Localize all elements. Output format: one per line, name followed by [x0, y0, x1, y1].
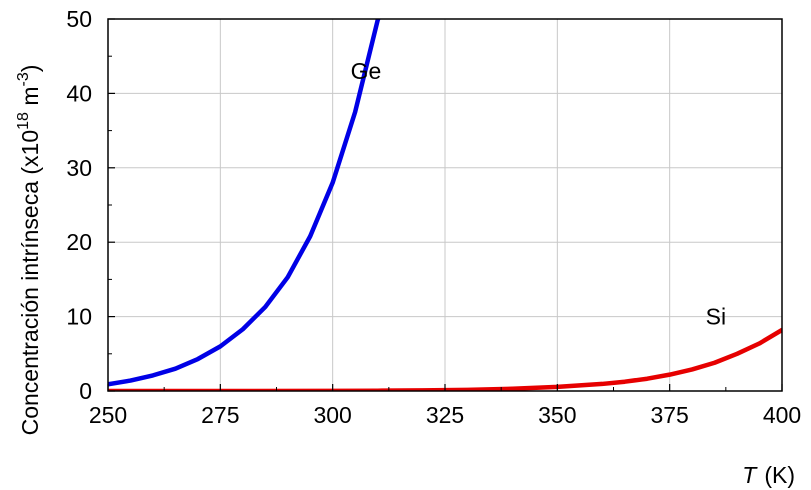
- y-tick-label: 10: [66, 304, 92, 330]
- tick-labels: 250 275 300 325 350 375 400 0 10 20 30 40 50: [66, 6, 801, 428]
- x-tick-label: 275: [201, 402, 239, 428]
- y-tick-label: 20: [66, 229, 92, 255]
- x-tick-label: 250: [89, 402, 127, 428]
- x-tick-label: 375: [650, 402, 688, 428]
- y-tick-label: 0: [79, 378, 92, 404]
- axis-ticks: [107, 18, 783, 392]
- series-label-si: Si: [706, 304, 726, 330]
- series-labels: Ge Si: [351, 58, 726, 330]
- x-tick-label: 400: [763, 402, 801, 428]
- y-tick-label: 30: [66, 155, 92, 181]
- x-tick-label: 300: [313, 402, 351, 428]
- series-line-ge: [108, 19, 381, 387]
- y-tick-label: 50: [66, 6, 92, 32]
- y-tick-label: 40: [66, 80, 92, 106]
- x-tick-label: 325: [426, 402, 464, 428]
- x-tick-label: 350: [538, 402, 576, 428]
- x-axis-title: T (K): [742, 462, 795, 488]
- series-label-ge: Ge: [351, 58, 382, 84]
- y-axis-title: Concentración intrínseca (x1018 m-3): [15, 65, 43, 436]
- grid-lines: [107, 18, 783, 392]
